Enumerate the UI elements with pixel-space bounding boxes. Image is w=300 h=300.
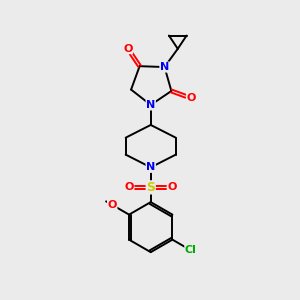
Text: O: O — [124, 182, 134, 192]
Text: O: O — [107, 200, 117, 210]
Text: S: S — [146, 181, 155, 194]
Text: N: N — [146, 100, 155, 110]
Text: O: O — [123, 44, 132, 54]
Text: N: N — [146, 162, 155, 172]
Text: O: O — [168, 182, 177, 192]
Text: Cl: Cl — [185, 245, 197, 255]
Text: N: N — [160, 62, 169, 72]
Text: O: O — [187, 93, 196, 103]
